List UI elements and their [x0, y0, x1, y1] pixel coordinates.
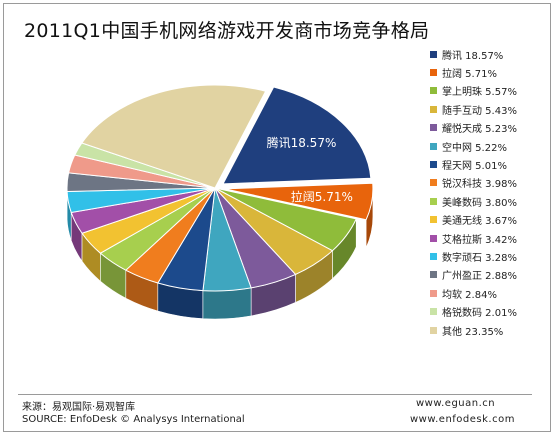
url-eguan: www.eguan.cn: [416, 398, 496, 409]
legend-item: 拉阔 5.71%: [430, 63, 517, 81]
legend-label: 美峰数码 3.80%: [442, 197, 517, 209]
legend-swatch: [430, 87, 437, 95]
legend-swatch: [430, 289, 437, 297]
pie-data-label: 拉阔5.71%: [291, 189, 353, 204]
legend-label: 拉阔 5.71%: [442, 69, 497, 81]
legend-swatch: [430, 50, 437, 58]
legend-label: 广州盈正 2.88%: [442, 271, 517, 283]
legend-item: 均软 2.84%: [430, 284, 517, 302]
legend-label: 腾讯 18.57%: [442, 50, 504, 62]
legend-swatch: [430, 105, 437, 113]
legend-label: 均软 2.84%: [442, 289, 497, 301]
legend-item: 格锐数码 2.01%: [430, 302, 517, 320]
footer-divider: [18, 394, 532, 395]
legend-item: 随手互动 5.43%: [430, 100, 517, 118]
legend-swatch: [430, 142, 437, 150]
legend-item: 程天网 5.01%: [430, 155, 517, 173]
legend-swatch: [430, 69, 437, 77]
source-en: SOURCE: EnfoDesk © Analysys Internationa…: [22, 414, 245, 425]
legend-label: 数字顽石 3.28%: [442, 252, 517, 264]
pie-slice: [81, 84, 267, 189]
legend-item: 耀悦天成 5.23%: [430, 119, 517, 137]
legend-swatch: [430, 308, 437, 316]
chart-title: 2011Q1中国手机网络游戏开发商市场竞争格局: [24, 20, 430, 42]
source-cn: 来源：易观国际·易观智库: [22, 402, 136, 413]
legend-swatch: [430, 216, 437, 224]
legend-swatch: [430, 252, 437, 260]
legend-swatch: [430, 124, 437, 132]
legend-swatch: [430, 179, 437, 187]
legend-item: 锐汉科技 3.98%: [430, 174, 517, 192]
legend-label: 掌上明珠 5.57%: [442, 87, 517, 99]
legend-label: 随手互动 5.43%: [442, 105, 517, 117]
legend-label: 其他 23.35%: [442, 326, 504, 338]
legend-item: 掌上明珠 5.57%: [430, 82, 517, 100]
legend-swatch: [430, 271, 437, 279]
legend-label: 空中网 5.22%: [442, 142, 507, 154]
legend-item: 美通无线 3.67%: [430, 211, 517, 229]
legend-item: 空中网 5.22%: [430, 137, 517, 155]
chart-legend: 腾讯 18.57% 拉阔 5.71% 掌上明珠 5.57% 随手互动 5.43% 耀悦天…: [430, 45, 517, 339]
legend-swatch: [430, 234, 437, 242]
legend-item: 艾格拉斯 3.42%: [430, 229, 517, 247]
legend-item: 美峰数码 3.80%: [430, 192, 517, 210]
pie-slice: [224, 182, 374, 221]
pie-slice: [222, 86, 372, 185]
legend-item: 其他 23.35%: [430, 321, 517, 339]
url-enfodesk: www.enfodesk.com: [410, 414, 515, 425]
legend-label: 程天网 5.01%: [442, 161, 507, 173]
legend-swatch: [430, 326, 437, 334]
legend-item: 腾讯 18.57%: [430, 45, 517, 63]
pie-data-label: 腾讯18.57%: [267, 135, 337, 150]
legend-label: 格锐数码 2.01%: [442, 308, 517, 320]
legend-label: 美通无线 3.67%: [442, 216, 517, 228]
legend-label: 耀悦天成 5.23%: [442, 124, 517, 136]
pie-slice-side: [202, 287, 252, 320]
legend-swatch: [430, 197, 437, 205]
legend-item: 数字顽石 3.28%: [430, 247, 517, 265]
legend-label: 锐汉科技 3.98%: [442, 179, 517, 191]
legend-label: 艾格拉斯 3.42%: [442, 234, 517, 246]
legend-swatch: [430, 161, 437, 169]
legend-item: 广州盈正 2.88%: [430, 266, 517, 284]
